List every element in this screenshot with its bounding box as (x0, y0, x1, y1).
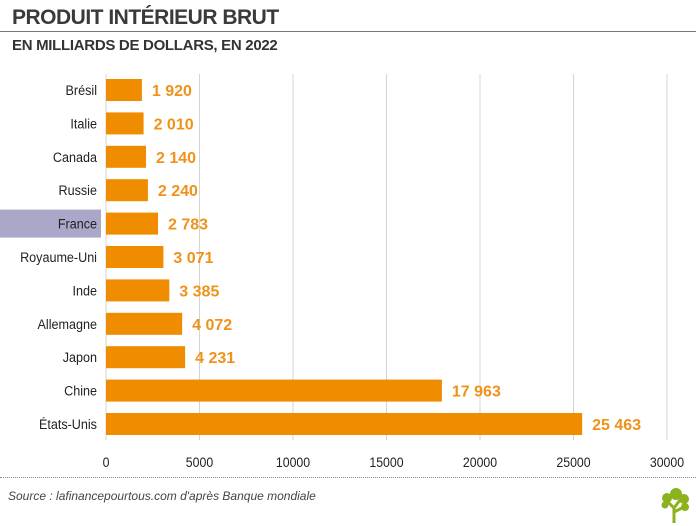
x-tick-label: 20000 (463, 454, 497, 470)
category-label: Allemagne (38, 316, 97, 332)
category-label: Japon (63, 350, 97, 366)
data-label: 25 463 (592, 417, 641, 434)
bar (106, 413, 583, 435)
x-tick-label: 30000 (650, 454, 684, 470)
category-label: Italie (70, 116, 97, 132)
bar (106, 179, 148, 202)
category-label: Canada (53, 149, 98, 165)
data-label: 4 072 (192, 317, 232, 334)
data-label: 17 963 (452, 384, 501, 401)
footer-divider (0, 477, 696, 478)
x-tick-label: 0 (103, 454, 110, 470)
bar (106, 212, 159, 235)
bar (106, 279, 170, 302)
category-label: États-Unis (39, 416, 97, 432)
data-label: 1 920 (152, 83, 192, 100)
bar-chart: 0 5000 10000 15000 20000 25000 30000 Brésil 1 92… (0, 74, 684, 470)
x-tick-label: 15000 (369, 454, 403, 470)
category-label: Inde (73, 283, 97, 299)
bar (106, 379, 442, 402)
x-tick-label: 10000 (276, 454, 310, 470)
category-label: France (58, 216, 97, 232)
chart-subtitle: EN MILLIARDS DE DOLLARS, EN 2022 (12, 37, 278, 54)
chart-title: PRODUIT INTÉRIEUR BRUT (12, 6, 279, 29)
x-tick-label: 25000 (556, 454, 590, 470)
category-label: Russie (59, 183, 97, 199)
data-label: 2 010 (154, 116, 194, 133)
bar (106, 145, 147, 168)
data-label: 2 240 (158, 183, 198, 200)
bar (106, 79, 142, 101)
data-label: 2 783 (168, 217, 208, 234)
category-label: Chine (64, 383, 97, 399)
data-label: 4 231 (195, 350, 235, 367)
source-text: Source : lafinancepourtous.com d'après B… (8, 489, 316, 503)
data-label: 3 071 (173, 250, 213, 267)
highlight-band (0, 209, 101, 238)
data-label: 3 385 (179, 283, 219, 300)
category-label: Royaume-Uni (20, 249, 97, 265)
bar (106, 246, 164, 268)
bar (106, 346, 186, 369)
title-divider (0, 31, 696, 32)
data-label: 2 140 (156, 150, 196, 167)
bar (106, 312, 183, 335)
bar (106, 112, 144, 135)
tree-logo-icon (661, 488, 689, 523)
category-label: Brésil (66, 82, 97, 98)
x-tick-label: 5000 (186, 454, 213, 470)
